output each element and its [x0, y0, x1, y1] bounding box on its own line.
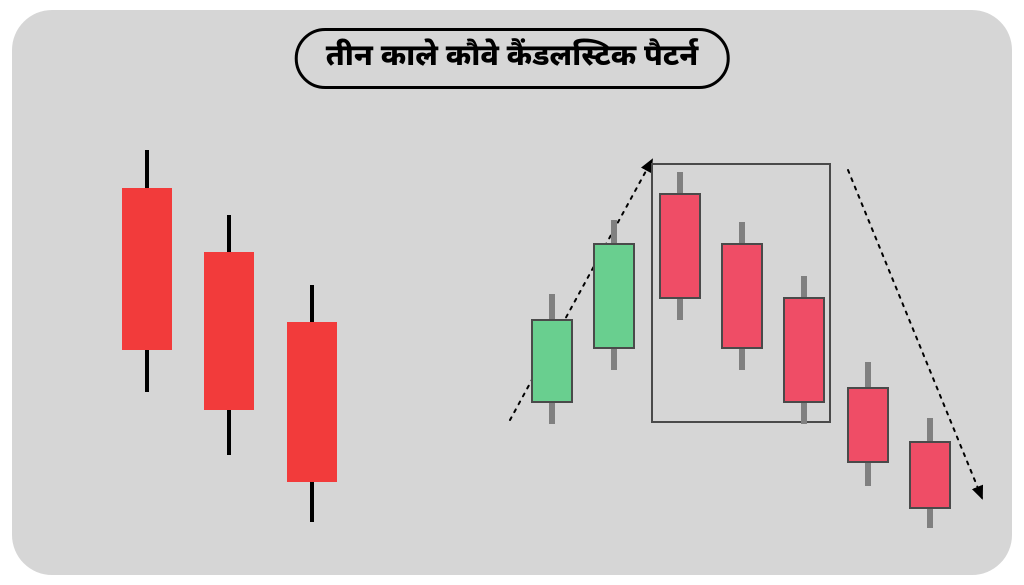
diagram-canvas: तीन काले कौवे कैंडलस्टिक पैटर्न [12, 10, 1012, 575]
candlestick-svg [12, 10, 1012, 575]
